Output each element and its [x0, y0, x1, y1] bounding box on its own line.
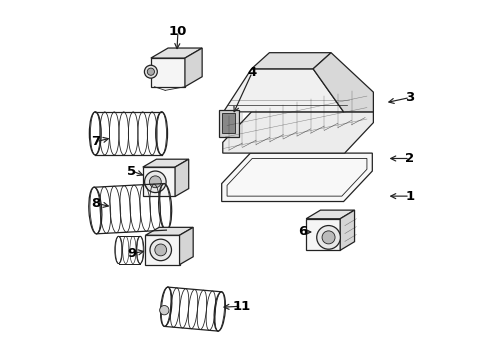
Text: 3: 3	[405, 91, 415, 104]
Bar	[222, 113, 235, 134]
Text: 11: 11	[232, 300, 250, 313]
Bar	[146, 235, 179, 265]
Bar	[151, 58, 185, 87]
Circle shape	[147, 68, 154, 75]
Circle shape	[317, 226, 341, 249]
Text: 2: 2	[405, 152, 415, 165]
Circle shape	[145, 171, 166, 193]
Bar	[143, 167, 175, 197]
Polygon shape	[221, 153, 372, 202]
Text: 1: 1	[405, 190, 415, 203]
Polygon shape	[143, 159, 189, 167]
Polygon shape	[185, 48, 202, 87]
Bar	[219, 110, 239, 137]
Polygon shape	[179, 227, 193, 265]
Polygon shape	[223, 112, 373, 153]
Polygon shape	[223, 69, 343, 112]
Text: 8: 8	[92, 197, 101, 210]
Circle shape	[149, 176, 161, 188]
Text: 4: 4	[247, 66, 257, 79]
Circle shape	[322, 231, 335, 244]
Polygon shape	[313, 53, 373, 112]
Polygon shape	[151, 48, 202, 58]
Circle shape	[160, 306, 169, 315]
Polygon shape	[175, 159, 189, 197]
Circle shape	[155, 244, 167, 256]
Text: 5: 5	[127, 165, 137, 177]
Polygon shape	[251, 53, 331, 69]
Polygon shape	[340, 210, 355, 250]
Text: 7: 7	[92, 135, 101, 148]
Polygon shape	[146, 227, 193, 235]
Polygon shape	[306, 210, 355, 219]
Text: 9: 9	[127, 247, 137, 260]
Text: 10: 10	[169, 25, 187, 38]
Circle shape	[145, 65, 157, 78]
Circle shape	[150, 239, 172, 261]
Text: 6: 6	[298, 225, 307, 238]
Bar	[306, 219, 340, 250]
